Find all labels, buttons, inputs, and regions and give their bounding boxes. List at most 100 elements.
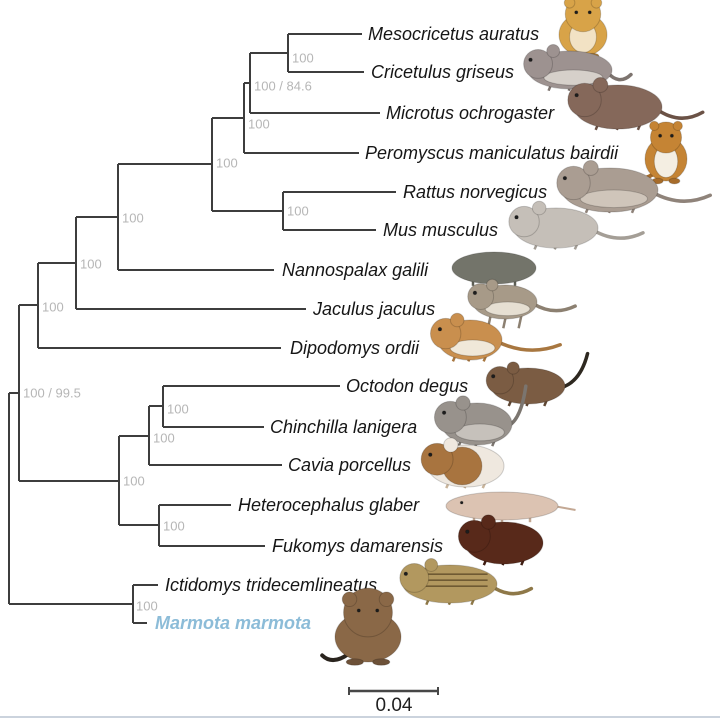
- animal-eye: [459, 500, 464, 505]
- scale-bar-label: 0.04: [375, 695, 413, 716]
- animal-tail: [591, 228, 645, 240]
- animal-head: [485, 366, 515, 395]
- animal-ear: [485, 278, 499, 292]
- species-label-octodon-degus: Octodon degus: [346, 376, 468, 396]
- animal-ear: [341, 591, 358, 608]
- species-label-microtus-ochrogaster: Microtus ochrogaster: [386, 103, 555, 123]
- species-label-marmota-marmota: Marmota marmota: [155, 613, 311, 633]
- octodon-degus-image: [485, 351, 590, 407]
- animal-ear: [443, 437, 459, 453]
- support-value-bathyergidae: 100: [163, 518, 185, 533]
- support-value-mesocricetus-cricetulus: 100: [292, 50, 314, 65]
- mus-musculus-image: [508, 200, 645, 250]
- animal-head: [399, 562, 430, 593]
- mesocricetus-auratus-image: [558, 0, 608, 60]
- animal-belly: [579, 189, 648, 209]
- species-label-chinchilla-lanigera: Chinchilla lanigera: [270, 417, 417, 437]
- species-label-jaculus-jaculus: Jaculus jaculus: [312, 299, 435, 319]
- ictidomys-tridecemlineatus-image: [399, 558, 534, 606]
- cavia-porcellus-image: [420, 437, 505, 489]
- support-value-sciuridae: 100: [136, 598, 158, 613]
- animal-head: [429, 317, 462, 350]
- animal-ear: [455, 395, 471, 411]
- animal-tail: [654, 107, 705, 120]
- animal-ear: [546, 44, 561, 58]
- animal-head: [556, 165, 591, 201]
- dipodomys-ordii-image: [429, 312, 562, 362]
- animal-eye: [375, 608, 380, 613]
- animal-tail: [650, 190, 712, 203]
- species-label-peromyscus-maniculatus-bairdii: Peromyscus maniculatus bairdii: [365, 143, 619, 163]
- animal-eye: [669, 133, 674, 138]
- fukomys-damarensis-image: [457, 514, 544, 566]
- animal-eye: [465, 529, 470, 534]
- animal-foot: [668, 177, 681, 185]
- animal-head: [433, 400, 467, 434]
- animal-tail: [496, 340, 562, 352]
- animal-head: [467, 283, 495, 310]
- animal-eye: [427, 452, 433, 457]
- animal-eye: [356, 608, 361, 613]
- chinchilla-lanigera-image: [433, 384, 528, 447]
- species-label-dipodomys-ordii: Dipodomys ordii: [290, 338, 420, 358]
- animal-eye: [403, 571, 409, 577]
- support-value-rattus-mus: 100: [287, 203, 309, 218]
- animal-ear: [582, 160, 599, 176]
- animal-head: [567, 82, 602, 118]
- animal-ear: [590, 0, 603, 9]
- jaculus-jaculus-image: [467, 278, 577, 329]
- animal-foot: [345, 658, 364, 666]
- animal-ear: [563, 0, 576, 9]
- animal-eye: [562, 175, 568, 181]
- animal-tail: [531, 301, 577, 313]
- support-value-mouse-ctenohystrica: 100 / 99.5: [23, 385, 81, 400]
- support-value-muroidea-core: 100: [216, 155, 238, 170]
- peromyscus-maniculatus-bairdii-image: [625, 120, 688, 185]
- animal-head: [420, 442, 454, 476]
- animal-ear: [531, 200, 547, 216]
- animal-eye: [574, 92, 579, 98]
- animal-head: [564, 0, 602, 33]
- species-label-nannospalax-galili: Nannospalax galili: [282, 260, 429, 280]
- animal-eye: [514, 214, 519, 220]
- support-value-octodon-chinchilla: 100: [167, 401, 189, 416]
- animal-foot: [372, 658, 391, 666]
- animal-eye: [472, 290, 478, 296]
- species-label-cavia-porcellus: Cavia porcellus: [288, 455, 411, 475]
- animal-eye: [574, 10, 579, 15]
- cricetulus-griseus-image: [523, 44, 633, 92]
- animal-ear: [592, 77, 609, 93]
- animal-eye: [528, 57, 533, 63]
- support-value-cricetidae: 100: [248, 116, 270, 131]
- animal-eye: [490, 373, 496, 379]
- species-label-ictidomys-tridecemlineatus: Ictidomys tridecemlineatus: [165, 575, 377, 595]
- animal-belly: [543, 69, 604, 86]
- rattus-norvegicus-image: [556, 160, 712, 214]
- animal-head: [457, 519, 491, 553]
- marmota-marmota-image: [320, 587, 402, 666]
- support-value-caviomorpha: 100: [153, 430, 175, 445]
- animal-ear: [480, 514, 497, 530]
- support-value-muroidea: 100: [122, 210, 144, 225]
- species-label-cricetulus-griseus: Cricetulus griseus: [371, 62, 514, 82]
- species-label-mesocricetus-auratus: Mesocricetus auratus: [368, 24, 539, 44]
- support-value-mouse-related-clade: 100: [42, 299, 64, 314]
- animal-ear: [506, 361, 520, 375]
- animal-head: [523, 48, 554, 79]
- animal-head: [508, 205, 540, 238]
- animal-eye: [437, 326, 443, 332]
- animal-belly: [484, 301, 531, 317]
- support-value-cricetinae-arvicolinae: 100 / 84.6: [254, 78, 312, 93]
- animal-ear: [424, 558, 439, 572]
- animal-head: [649, 121, 683, 154]
- species-label-fukomys-damarensis: Fukomys damarensis: [272, 536, 443, 556]
- animal-tail: [320, 652, 351, 663]
- species-label-heterocephalus-glaber: Heterocephalus glaber: [238, 495, 420, 515]
- animal-ear: [672, 120, 683, 132]
- animal-ear: [649, 120, 660, 132]
- support-value-myomorpha: 100: [80, 256, 102, 271]
- microtus-ochrogaster-image: [567, 77, 705, 131]
- heterocephalus-glaber-image: [445, 491, 576, 523]
